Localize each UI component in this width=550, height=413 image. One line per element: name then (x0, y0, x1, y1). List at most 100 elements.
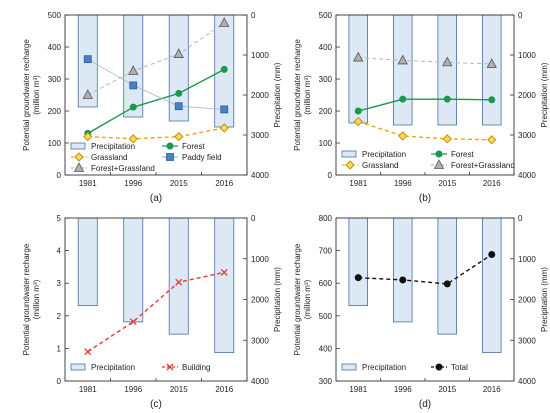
y-tick-label: 500 (48, 11, 62, 20)
data-point (220, 268, 228, 276)
legend-label: Forest+Grassland (451, 161, 515, 170)
data-point (174, 102, 183, 111)
y-tick-label: 200 (48, 107, 62, 116)
data-point (175, 278, 183, 286)
y-axis-label: Potential groundwater recharge (22, 243, 31, 355)
y2-tick-label: 3000 (251, 336, 269, 345)
y2-tick-label: 2000 (518, 91, 536, 100)
y2-tick-label: 0 (518, 214, 523, 223)
y-tick-label: 5 (57, 214, 62, 223)
legend: Precipitation Forest Grassland Paddy field F… (70, 142, 222, 173)
data-point (83, 55, 92, 64)
y-tick-label: 300 (319, 377, 333, 386)
series-line-forest (87, 68, 225, 135)
y2-tick-label: 0 (251, 214, 256, 223)
series-line-paddy-field (87, 58, 225, 110)
y-tick-label: 600 (319, 279, 333, 288)
legend-marker (435, 363, 443, 371)
x-tick-label: 1996 (124, 385, 142, 394)
data-point (83, 131, 93, 142)
data-point (397, 54, 408, 65)
series-line-grassland (358, 120, 492, 141)
precipitation-bar (168, 217, 189, 335)
y2-tick-label: 1000 (518, 255, 536, 264)
data-point (129, 81, 138, 90)
x-tick-label: 2015 (438, 179, 456, 188)
legend-swatch-precipitation (70, 142, 86, 150)
y-tick-label: 500 (319, 312, 333, 321)
panel-label: (c) (150, 399, 162, 410)
precipitation-bar (393, 14, 413, 126)
data-point (174, 131, 184, 142)
precipitation-bar (437, 217, 457, 335)
series-line-forest-grassland (87, 22, 225, 96)
y2-tick-label: 4000 (251, 377, 269, 386)
panel-4: 300 400 500 600 700 800 0 1000 2000 3000 4000 1981 1… (293, 214, 549, 410)
y2-tick-label: 3000 (251, 131, 269, 140)
y2-tick-label: 0 (251, 11, 256, 20)
y-axis-label: Potential groundwater recharge (293, 243, 302, 355)
series-line-forest (358, 98, 492, 112)
y-tick-label: 800 (319, 214, 333, 223)
legend-label: Precipitation (91, 363, 135, 372)
data-point (353, 51, 364, 62)
x-tick-label: 1981 (79, 385, 97, 394)
y-tick-label: 2 (57, 312, 62, 321)
y2-tick-label: 4000 (251, 171, 269, 180)
data-point (128, 134, 138, 144)
data-point (354, 107, 362, 115)
data-point (129, 318, 137, 326)
y-tick-label: 300 (48, 75, 62, 84)
legend-label: Forest (451, 150, 474, 159)
y-tick-label: 400 (48, 43, 62, 52)
panel-3: 0 1 2 3 4 5 0 1000 2000 3000 4000 1981 1996 2015 2016 P… (22, 214, 282, 410)
x-tick-label: 1996 (124, 179, 142, 188)
legend-marker (435, 150, 443, 158)
series-line-building (87, 271, 225, 353)
data-point (173, 48, 184, 58)
precipitation-bar (77, 217, 98, 307)
legend-marker (73, 162, 85, 172)
x-tick-label: 1996 (394, 179, 412, 188)
data-point (220, 105, 229, 114)
legend-swatch-precipitation (70, 363, 86, 371)
y-axis-unit: (million m³) (32, 75, 41, 115)
x-tick-label: 1981 (79, 179, 97, 188)
y-axis-unit: (million m³) (303, 75, 312, 115)
y-tick-label: 300 (319, 75, 333, 84)
data-point (220, 65, 228, 73)
precipitation-bar (123, 217, 144, 323)
legend-marker (166, 142, 174, 150)
y2-tick-label: 4000 (518, 377, 536, 386)
y-tick-label: 400 (319, 344, 333, 353)
legend-label: Grassland (362, 161, 398, 170)
legend-label: Forest+Grassland (91, 164, 155, 173)
y-tick-label: 3 (57, 279, 62, 288)
x-tick-label: 1981 (349, 385, 367, 394)
data-point (399, 95, 407, 103)
precipitation-bar (348, 217, 368, 307)
x-tick-label: 2016 (215, 385, 233, 394)
y2-tick-label: 1000 (251, 255, 269, 264)
x-tick-label: 2015 (438, 385, 456, 394)
data-point (82, 89, 93, 99)
data-point (219, 123, 229, 133)
y-axis-label: Potential groundwater recharge (293, 39, 302, 151)
y2-axis-label: Precipitation (mm) (540, 267, 549, 332)
panel-1: 0 100 200 300 400 500 0 1000 2000 3000 4000 1981 199… (22, 11, 282, 204)
x-tick-label: 1981 (349, 179, 367, 188)
y-axis-unit: (million m³) (32, 279, 41, 319)
x-tick-label: 2016 (483, 385, 501, 394)
y2-tick-label: 1000 (518, 51, 536, 60)
precipitation-bar (482, 14, 502, 126)
legend-marker (433, 159, 445, 169)
legend-label: Forest (182, 142, 205, 151)
legend-swatch-precipitation (341, 363, 357, 371)
data-point (487, 135, 497, 145)
legend-label: Precipitation (91, 142, 135, 151)
y2-tick-label: 3000 (518, 131, 536, 140)
data-point (442, 134, 452, 144)
legend-label: Total (451, 363, 468, 372)
